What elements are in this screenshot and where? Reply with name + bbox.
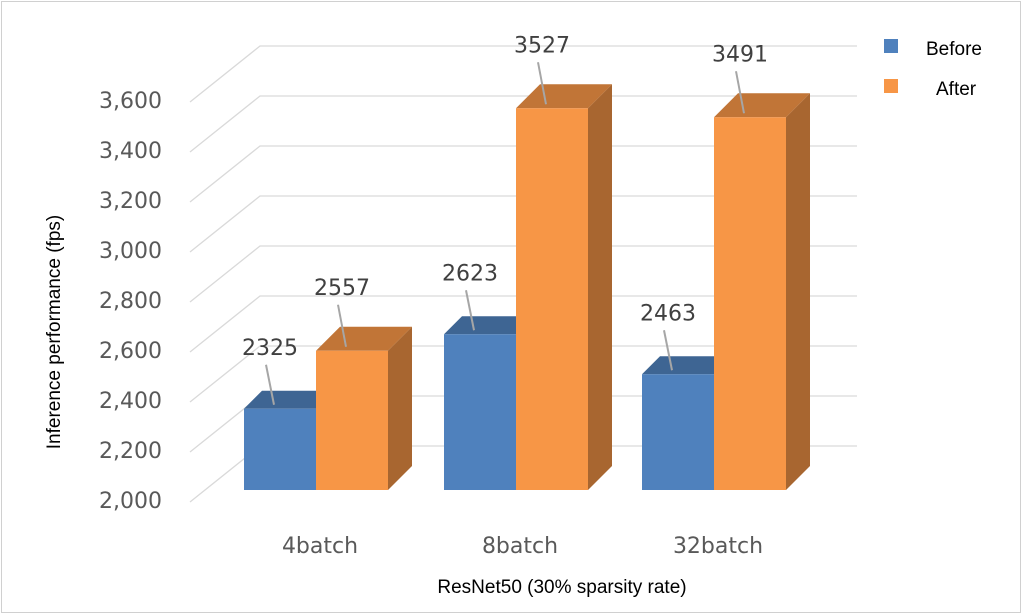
x-tick-label: 8batch — [482, 534, 558, 559]
bar-side — [588, 84, 612, 490]
bar-top — [444, 316, 534, 335]
data-label: 2557 — [314, 276, 370, 301]
bar-after-8batch — [516, 108, 588, 490]
data-labels: 2325 2557 2623 3527 2463 3491 — [242, 33, 768, 405]
x-tick-label: 4batch — [282, 534, 358, 559]
data-label: 2463 — [640, 301, 696, 326]
y-tick-label: 2,200 — [99, 439, 162, 464]
gridline — [189, 295, 857, 353]
leader-line — [537, 62, 547, 105]
gridlines — [189, 45, 857, 503]
bar-top — [642, 356, 732, 375]
data-label: 2623 — [442, 261, 498, 286]
gridline — [189, 195, 857, 253]
y-axis-title: Inference performance (fps) — [44, 215, 65, 449]
y-tick-label: 2,600 — [99, 339, 162, 364]
leader-line — [465, 290, 475, 331]
bar-after-4batch — [316, 350, 388, 490]
y-tick-label: 3,200 — [99, 189, 162, 214]
data-label: 2325 — [242, 336, 298, 361]
gridline — [189, 345, 857, 403]
leader-line — [663, 330, 673, 371]
gridline — [189, 45, 857, 103]
x-tick-label: 32batch — [673, 534, 763, 559]
y-tick-label: 3,600 — [99, 89, 162, 114]
legend-swatch-after — [884, 79, 898, 93]
data-label: 3527 — [514, 33, 570, 58]
bar-side — [388, 326, 412, 490]
gridline — [189, 95, 857, 153]
leader-line — [735, 71, 745, 114]
bar-after-32batch — [714, 117, 786, 490]
bars — [244, 84, 810, 490]
y-axis-ticks: 2,000 2,200 2,400 2,600 2,800 3,000 3,200 3,400… — [99, 89, 162, 514]
gridline — [189, 245, 857, 303]
bar-before-8batch — [444, 334, 516, 490]
y-tick-label: 2,800 — [99, 289, 162, 314]
legend-swatch-before — [884, 39, 898, 53]
leader-line — [265, 364, 275, 405]
y-tick-label: 3,400 — [99, 139, 162, 164]
y-tick-label: 2,000 — [99, 489, 162, 514]
bar-before-4batch — [244, 408, 316, 490]
bar-top — [714, 93, 810, 118]
gridline — [189, 145, 857, 203]
legend-label-after: After — [936, 79, 977, 100]
leader-line — [337, 304, 347, 347]
legend-label-before: Before — [926, 39, 982, 60]
x-axis-title: ResNet50 (30% sparsity rate) — [437, 577, 686, 598]
bar-side — [786, 93, 810, 490]
bar-top — [316, 326, 412, 351]
bar-top — [244, 390, 334, 409]
legend: Before After — [884, 39, 982, 100]
y-tick-label: 2,400 — [99, 389, 162, 414]
y-tick-label: 3,000 — [99, 239, 162, 264]
bar-before-32batch — [642, 374, 714, 490]
bar-top — [516, 84, 612, 109]
x-axis-ticks: 4batch 8batch 32batch — [282, 534, 763, 559]
data-label: 3491 — [712, 42, 768, 67]
